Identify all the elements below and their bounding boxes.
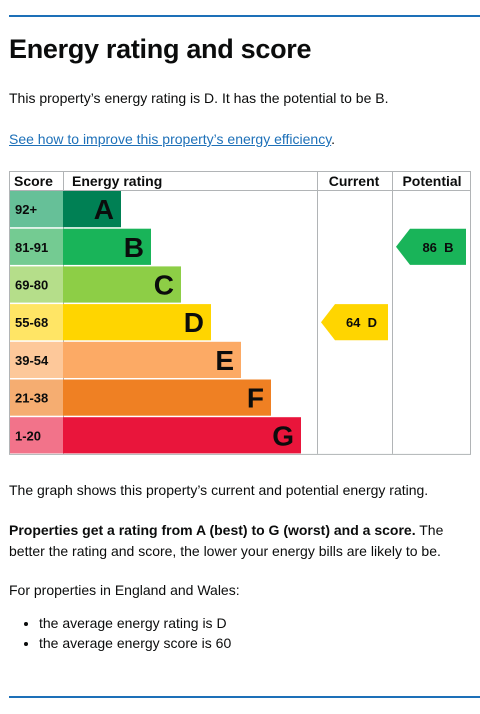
band-bar-d (63, 304, 211, 341)
score-label-f: 21-38 (15, 391, 48, 406)
potential-rating-label: 86 B (422, 240, 453, 255)
score-cell-c (10, 266, 63, 303)
chart-header: Score Energy rating Current Potential (14, 173, 462, 189)
current-rating-arrow (321, 304, 388, 341)
score-label-b: 81-91 (15, 240, 48, 255)
ratings-explanation: Properties get a rating from A (best) to… (9, 520, 470, 562)
average-score-item: the average energy score is 60 (39, 633, 231, 653)
header-energy-rating: Energy rating (72, 173, 162, 189)
band-bar-f (63, 379, 271, 416)
score-cell-a (10, 191, 63, 228)
ratings-explanation-rest: The better the rating and score, the low… (9, 522, 444, 559)
top-rule (9, 15, 480, 17)
rating-markers: 64 D 86 B (321, 228, 466, 341)
band-letter-c: C (154, 270, 174, 301)
score-label-d: 55-68 (15, 315, 48, 330)
score-label-e: 39-54 (15, 353, 49, 368)
band-letter-f: F (247, 383, 264, 414)
score-cell-b (10, 228, 63, 265)
averages-list: the average energy rating is D the avera… (9, 613, 231, 653)
header-potential: Potential (402, 173, 461, 189)
band-bar-g (63, 417, 301, 454)
ratings-explanation-bold: Properties get a rating from A (best) to… (9, 522, 416, 538)
header-score: Score (14, 173, 53, 189)
improve-efficiency-link[interactable]: See how to improve this property’s energ… (9, 131, 332, 147)
band-bar-c (63, 266, 181, 303)
header-current: Current (329, 173, 380, 189)
score-cell-e (10, 341, 63, 378)
average-rating-item: the average energy rating is D (39, 613, 231, 633)
band-bar-a (63, 191, 121, 228)
chart-frame (9, 171, 471, 455)
band-letter-e: E (215, 345, 234, 376)
link-suffix: . (331, 131, 336, 147)
score-cell-d (10, 304, 63, 341)
band-letter-g: G (272, 420, 294, 451)
intro-text: This property’s energy rating is D. It h… (9, 90, 389, 106)
band-bar-b (63, 228, 151, 265)
bottom-rule (9, 696, 480, 698)
graph-caption: The graph shows this property’s current … (9, 482, 429, 498)
band-letter-d: D (184, 307, 204, 338)
score-label-c: 69-80 (15, 278, 48, 293)
band-letter-b: B (124, 232, 144, 263)
improve-link-paragraph: See how to improve this property’s energ… (9, 129, 470, 150)
score-label-a: 92+ (15, 202, 37, 217)
band-bar-e (63, 341, 241, 378)
band-letter-a: A (94, 194, 114, 225)
page-title: Energy rating and score (9, 34, 312, 64)
rating-bands: 92+ A 81-91 B 69-80 C 55-68 D 39-54 E 21-38 F 1-20 G (10, 191, 301, 454)
score-cell-f (10, 379, 63, 416)
england-wales-text: For properties in England and Wales: (9, 582, 240, 598)
score-cell-g (10, 417, 63, 454)
potential-rating-arrow (396, 228, 466, 265)
current-rating-label: 64 D (346, 315, 377, 330)
score-label-g: 1-20 (15, 428, 41, 443)
